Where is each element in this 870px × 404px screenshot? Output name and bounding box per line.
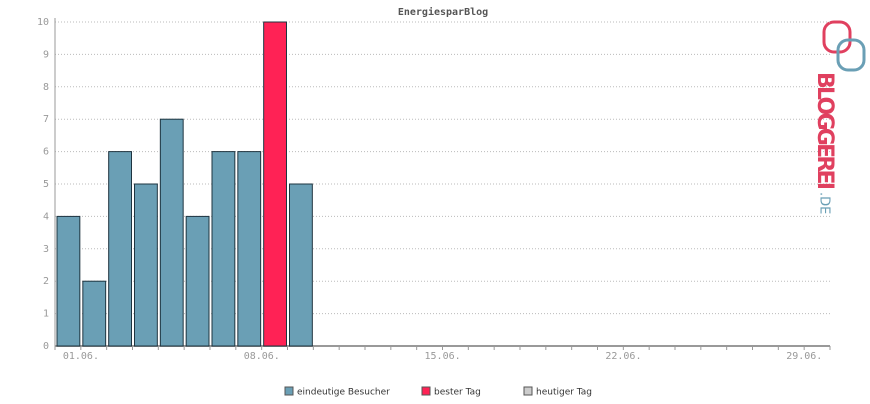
logo-suffix: .DE [817,192,832,214]
bar [185,215,210,347]
y-tick-label: 7 [43,114,49,125]
y-tick-label: 5 [43,179,49,190]
y-tick-label: 9 [43,49,49,60]
x-tick-label: 08.06. [244,351,280,362]
y-tick-label: 4 [43,211,49,222]
bar [56,215,81,347]
y-tick-label: 2 [43,276,49,287]
logo-icon [822,20,866,72]
bar [289,183,313,347]
legend-label: bester Tag [434,388,481,398]
y-tick-label: 1 [43,309,49,320]
y-tick-label: 6 [43,147,49,158]
chart-title: EnergiesparBlog [398,6,488,18]
y-tick-label: 8 [43,82,49,93]
bar [211,151,236,347]
legend-label: heutiger Tag [536,388,592,398]
bar [82,280,107,347]
x-tick-label: 22.06. [605,351,641,362]
x-tick-label: 01.06. [63,351,99,362]
bar [108,151,132,347]
logo-text: BLOGGEREI [812,72,837,190]
y-tick-label: 10 [37,17,49,28]
x-tick-label: 29.06. [786,351,822,362]
legend-swatch [421,386,431,396]
bar [134,183,158,347]
legend-label: eindeutige Besucher [297,388,390,398]
y-tick-label: 0 [43,341,49,352]
bar [237,151,262,347]
bar [159,118,184,347]
x-tick-label: 15.06. [425,351,461,362]
logo: BLOGGEREI .DE [812,72,837,214]
y-tick-label: 3 [43,244,49,255]
legend-swatch [523,386,533,396]
legend-swatch [284,386,294,396]
bar [263,21,287,347]
